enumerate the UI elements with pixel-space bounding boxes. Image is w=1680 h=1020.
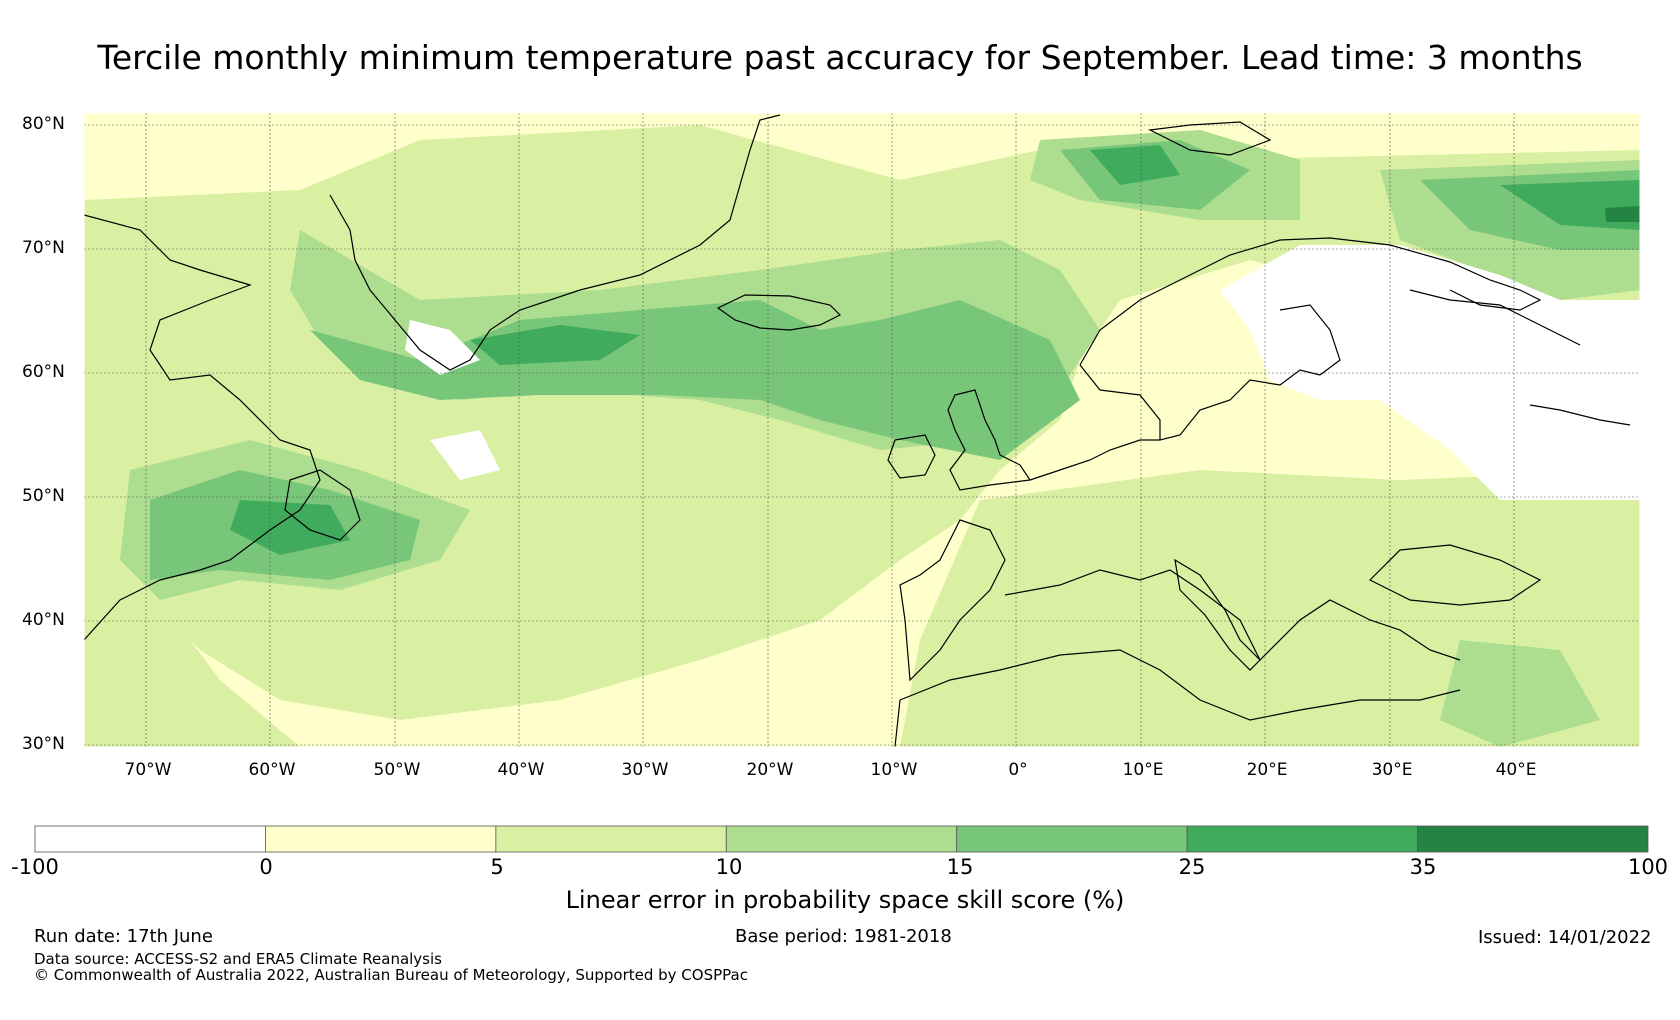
skill-regions	[84, 125, 1640, 747]
ireland-coast	[887, 434, 936, 479]
skill-region-10-15	[1440, 640, 1600, 747]
colorbar-segment	[1417, 825, 1649, 853]
lat-label-70n: 70°N	[22, 238, 65, 258]
north-africa-coast	[899, 649, 1461, 721]
lon-label-0: 0°	[1008, 760, 1028, 780]
lon-label-30e: 30°E	[1371, 760, 1413, 780]
scandinavia-coast	[1079, 364, 1321, 441]
scandinavia-coast	[1079, 237, 1542, 366]
colorbar-tick: 25	[1178, 855, 1206, 879]
colorbar-segment	[725, 825, 958, 853]
africa-coast	[894, 699, 901, 747]
lat-label-80n: 80°N	[22, 114, 65, 134]
colorbar-tick: 100	[1627, 855, 1669, 879]
data-source: Data source: ACCESS-S2 and ERA5 Climate …	[34, 950, 442, 968]
lon-label-20w: 20°W	[746, 760, 794, 780]
lon-label-60w: 60°W	[248, 760, 296, 780]
iceland-coast	[716, 294, 842, 331]
iberia-coast	[899, 519, 1006, 682]
russia-arctic-coast	[1409, 289, 1581, 346]
lon-label-20e: 20°E	[1246, 760, 1288, 780]
colorbar-tick: 5	[490, 855, 504, 879]
lat-label-50n: 50°N	[22, 486, 65, 506]
copyright: © Commonwealth of Australia 2022, Austra…	[34, 966, 748, 984]
gridlines	[84, 113, 1640, 747]
colorbar-segment	[1186, 825, 1418, 853]
colorbar-tick: -100	[11, 855, 59, 879]
colorbar	[34, 825, 1649, 853]
skill-region-below-0	[405, 320, 480, 375]
skill-region-25-35	[470, 325, 640, 365]
colorbar-tick: 0	[259, 855, 273, 879]
mediterranean-north-coast	[1004, 569, 1461, 662]
lon-label-50w: 50°W	[373, 760, 421, 780]
skill-region-below-0	[1220, 245, 1640, 500]
north-america-coast	[84, 214, 321, 641]
colorbar-segment	[265, 825, 497, 853]
colorbar-tick: 10	[715, 855, 743, 879]
skill-region-5-10	[84, 560, 300, 747]
newfoundland-coast	[284, 469, 361, 541]
lat-label-60n: 60°N	[22, 362, 65, 382]
colorbar-tick: 35	[1409, 855, 1437, 879]
lon-label-40e: 40°E	[1495, 760, 1537, 780]
lon-label-70w: 70°W	[124, 760, 172, 780]
lon-label-10e: 10°E	[1122, 760, 1164, 780]
lon-label-40w: 40°W	[497, 760, 545, 780]
greenland-coast	[329, 114, 781, 371]
skill-region-below-0	[430, 430, 500, 480]
colorbar-segment	[34, 825, 266, 853]
skill-region-25-35	[1090, 145, 1180, 185]
skill-region-25-35	[1500, 180, 1640, 230]
skill-region-35-100	[1605, 206, 1640, 222]
svalbard-coast	[1147, 121, 1272, 156]
coastlines	[84, 114, 1631, 747]
italy-coast	[1174, 558, 1261, 671]
black-sea-coast	[1368, 544, 1542, 606]
map-title: Tercile monthly minimum temperature past…	[97, 38, 1583, 77]
great-britain-coast	[947, 389, 1032, 491]
europe-coast	[1029, 439, 1160, 481]
colorbar-tick: 15	[946, 855, 974, 879]
finland-coast	[1279, 304, 1341, 376]
base-period: Base period: 1981-2018	[735, 926, 952, 947]
colorbar-segment	[495, 825, 727, 853]
russia-arctic-coast	[1529, 404, 1631, 426]
lat-label-30n: 30°N	[22, 734, 65, 754]
lon-label-30w: 30°W	[621, 760, 669, 780]
colorbar-segment	[956, 825, 1188, 853]
lat-label-40n: 40°N	[22, 610, 65, 630]
issued-date: Issued: 14/01/2022	[1478, 927, 1652, 948]
lon-label-10w: 10°W	[870, 760, 918, 780]
colorbar-label: Linear error in probability space skill …	[565, 886, 1125, 914]
skill-region-25-35	[230, 500, 350, 555]
run-date: Run date: 17th June	[34, 926, 213, 947]
